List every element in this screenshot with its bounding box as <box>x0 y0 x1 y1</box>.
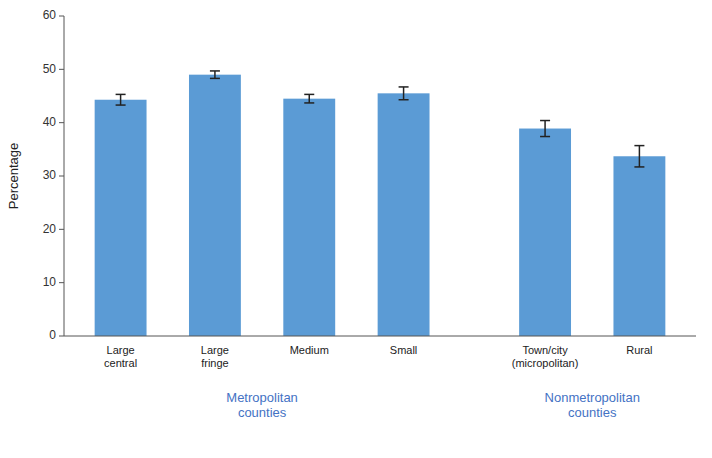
y-tick <box>59 229 64 230</box>
chart-container: 0102030405060PercentageLargecentralLarge… <box>0 0 712 458</box>
error-cap <box>116 94 126 96</box>
error-bar <box>116 94 126 105</box>
text-line: Town/city <box>522 344 568 356</box>
error-cap <box>540 136 550 138</box>
x-tick-label: Largecentral <box>104 344 137 369</box>
y-tick-label: 20 <box>43 222 57 236</box>
error-line <box>639 146 641 167</box>
x-axis-line <box>64 336 696 337</box>
y-axis-label: Percentage <box>6 143 21 210</box>
y-tick-label: 50 <box>43 62 57 76</box>
x-tick-label: Small <box>390 344 418 356</box>
x-tick-label: Town/city(micropolitan) <box>512 344 579 369</box>
bar <box>189 75 241 336</box>
bar <box>95 100 147 336</box>
text-line: Nonmetropolitan <box>545 390 640 405</box>
error-bar <box>304 94 314 103</box>
bar <box>378 93 430 336</box>
error-cap <box>399 86 409 88</box>
error-line <box>309 94 311 103</box>
error-cap <box>210 70 220 72</box>
error-cap <box>634 166 644 168</box>
group-label: Metropolitancounties <box>226 390 298 420</box>
error-bar <box>210 71 220 78</box>
chart: 0102030405060PercentageLargecentralLarge… <box>0 0 712 458</box>
group-label: Nonmetropolitancounties <box>545 390 640 420</box>
y-tick-label: 10 <box>43 275 57 289</box>
error-cap <box>116 104 126 106</box>
x-tick-label: Rural <box>626 344 652 356</box>
y-tick <box>59 176 64 177</box>
text-line: Rural <box>626 344 652 356</box>
bar <box>283 99 335 336</box>
bar <box>519 129 571 336</box>
error-line <box>214 71 216 78</box>
y-tick <box>59 122 64 123</box>
x-tick-label: Medium <box>290 344 329 356</box>
error-line <box>120 94 122 105</box>
text-line: fringe <box>201 357 229 369</box>
text-line: (micropolitan) <box>512 357 579 369</box>
text-line: Large <box>107 344 135 356</box>
y-tick-label: 40 <box>43 115 57 129</box>
error-cap <box>540 120 550 122</box>
text-line: counties <box>568 405 617 420</box>
error-line <box>544 121 546 137</box>
text-line: Metropolitan <box>226 390 298 405</box>
text-line: counties <box>238 405 287 420</box>
y-tick <box>59 336 64 337</box>
text-line: Small <box>390 344 418 356</box>
error-bar <box>399 87 409 100</box>
text-line: Medium <box>290 344 329 356</box>
y-tick <box>59 16 64 17</box>
y-tick-label: 60 <box>43 8 57 22</box>
error-cap <box>399 99 409 101</box>
y-tick-label: 0 <box>49 328 56 342</box>
text-line: central <box>104 357 137 369</box>
y-tick <box>59 282 64 283</box>
x-tick-label: Largefringe <box>201 344 229 369</box>
error-bar <box>540 121 550 137</box>
y-tick <box>59 69 64 70</box>
error-cap <box>304 102 314 104</box>
error-cap <box>304 94 314 96</box>
error-line <box>403 87 405 100</box>
error-cap <box>634 145 644 147</box>
plot-area <box>95 71 666 336</box>
text-line: Large <box>201 344 229 356</box>
error-cap <box>210 78 220 80</box>
error-bar <box>634 146 644 167</box>
y-tick-label: 30 <box>43 168 57 182</box>
bar <box>613 156 665 336</box>
